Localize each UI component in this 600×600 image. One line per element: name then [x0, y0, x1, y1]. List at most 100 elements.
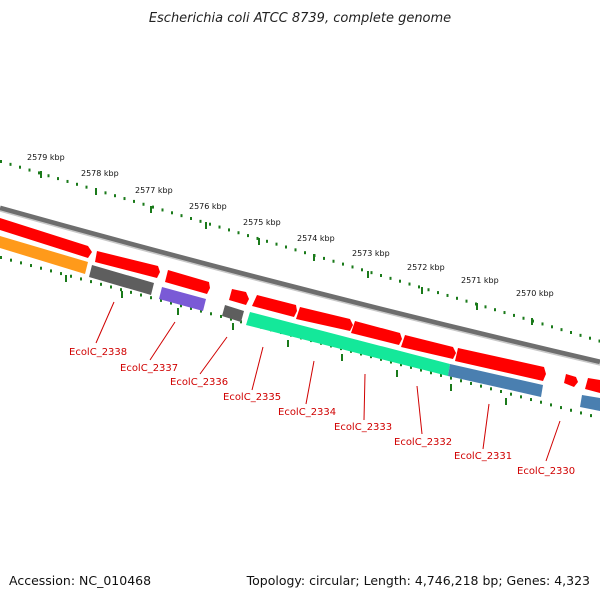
scale-dot	[152, 205, 154, 209]
scale-dot	[551, 325, 553, 329]
scale-dot	[47, 174, 50, 178]
leader-line	[416, 385, 423, 435]
blue-feature	[580, 395, 600, 411]
inner-tick	[177, 308, 179, 315]
inner-dot	[210, 312, 212, 316]
leader-line	[199, 336, 228, 375]
scale-dot	[209, 222, 211, 226]
inner-dot	[500, 390, 502, 393]
scale-dot	[408, 282, 411, 286]
scale-dot	[66, 179, 69, 183]
inner-dot	[430, 371, 432, 375]
scale-dot	[494, 308, 496, 312]
topology-text: Topology: circular; Length: 4,746,218 bp…	[246, 573, 590, 588]
kbp-label: 2575 kbp	[243, 218, 281, 227]
gene-label: EcolC_2333	[334, 422, 392, 433]
scale-dot	[399, 279, 401, 283]
scale-dot	[380, 274, 382, 277]
kbp-label: 2577 kbp	[135, 186, 173, 195]
gene-leader-lines	[95, 301, 561, 462]
inner-tick	[287, 340, 289, 347]
kbp-major-tick	[531, 318, 533, 325]
inner-dot	[150, 296, 152, 300]
gray-feature	[89, 265, 154, 295]
cds-feature	[564, 374, 578, 387]
inner-dot	[200, 309, 202, 313]
cds-feature	[95, 251, 160, 278]
scale-dot	[560, 328, 563, 332]
cds-feature	[585, 378, 600, 393]
inner-tick	[341, 354, 343, 361]
gene-label: EcolC_2332	[394, 437, 452, 448]
scale-dot	[114, 194, 116, 198]
inner-dot	[580, 411, 582, 415]
inner-dot	[100, 282, 102, 286]
scale-dot	[28, 168, 31, 172]
kbp-label: 2579 kbp	[27, 153, 65, 162]
gene-label: EcolC_2337	[120, 363, 178, 374]
blue-feature	[448, 364, 543, 397]
kbp-label: 2572 kbp	[407, 263, 445, 272]
inner-dot	[410, 365, 412, 369]
inner-dot	[510, 392, 512, 396]
scale-dot	[0, 160, 2, 163]
scale-dot	[57, 177, 59, 181]
scale-dot	[503, 311, 506, 315]
inner-dot	[180, 304, 182, 308]
orange-feature	[0, 236, 88, 274]
gene-labels: EcolC_2338 EcolC_2337 EcolC_2336 EcolC_2335…	[69, 347, 575, 477]
inner-tick	[65, 275, 67, 282]
kbp-major-tick	[258, 238, 260, 245]
inner-dot	[130, 290, 132, 294]
kbp-label: 2574 kbp	[297, 234, 335, 243]
kbp-label: 2578 kbp	[81, 169, 119, 178]
scale-dot	[123, 197, 126, 201]
kbp-major-tick	[95, 188, 97, 195]
scale-dot	[570, 331, 572, 334]
inner-dot	[450, 376, 452, 380]
scale-dot	[332, 259, 335, 263]
inner-dot	[520, 395, 522, 399]
scale-dot	[389, 276, 392, 280]
scale-dot	[484, 305, 487, 309]
cds-feature	[165, 270, 210, 294]
cds-feature	[0, 218, 92, 258]
cds-feature	[455, 348, 546, 381]
inner-dot	[590, 414, 592, 418]
map-title: Escherichia coli ATCC 8739, complete gen…	[149, 11, 451, 26]
purple-feature	[159, 287, 206, 311]
inner-dot	[50, 269, 52, 273]
inner-dot	[390, 360, 392, 364]
scale-dot	[171, 211, 173, 215]
inner-dot	[570, 408, 572, 412]
inner-dot	[220, 314, 222, 318]
inner-tick	[121, 291, 123, 298]
scale-dot	[351, 265, 354, 269]
inner-dot	[190, 306, 192, 310]
scale-dot	[342, 262, 344, 266]
kbp-label: 2570 kbp	[516, 289, 554, 298]
kbp-label: 2571 kbp	[461, 276, 499, 285]
gene-label: EcolC_2335	[223, 392, 281, 403]
scale-dot	[418, 285, 420, 289]
inner-dot	[460, 379, 462, 383]
kbp-major-tick	[421, 287, 423, 294]
scale-dot	[142, 202, 145, 206]
scale-dot	[85, 185, 88, 189]
leader-line	[305, 360, 315, 405]
inner-tick	[232, 323, 234, 330]
leader-line	[363, 373, 366, 421]
kbp-major-tick	[205, 222, 207, 229]
gene-label: EcolC_2338	[69, 347, 127, 358]
inner-dot	[560, 406, 562, 410]
inner-dot	[170, 301, 172, 305]
inner-dot	[490, 387, 492, 391]
scale-dot	[180, 214, 183, 218]
scale-dot	[456, 296, 458, 300]
scale-dot	[199, 219, 202, 223]
leader-line	[149, 321, 176, 361]
scale-dot	[541, 322, 544, 326]
inner-dot	[40, 266, 42, 270]
scale-dot	[266, 239, 268, 243]
